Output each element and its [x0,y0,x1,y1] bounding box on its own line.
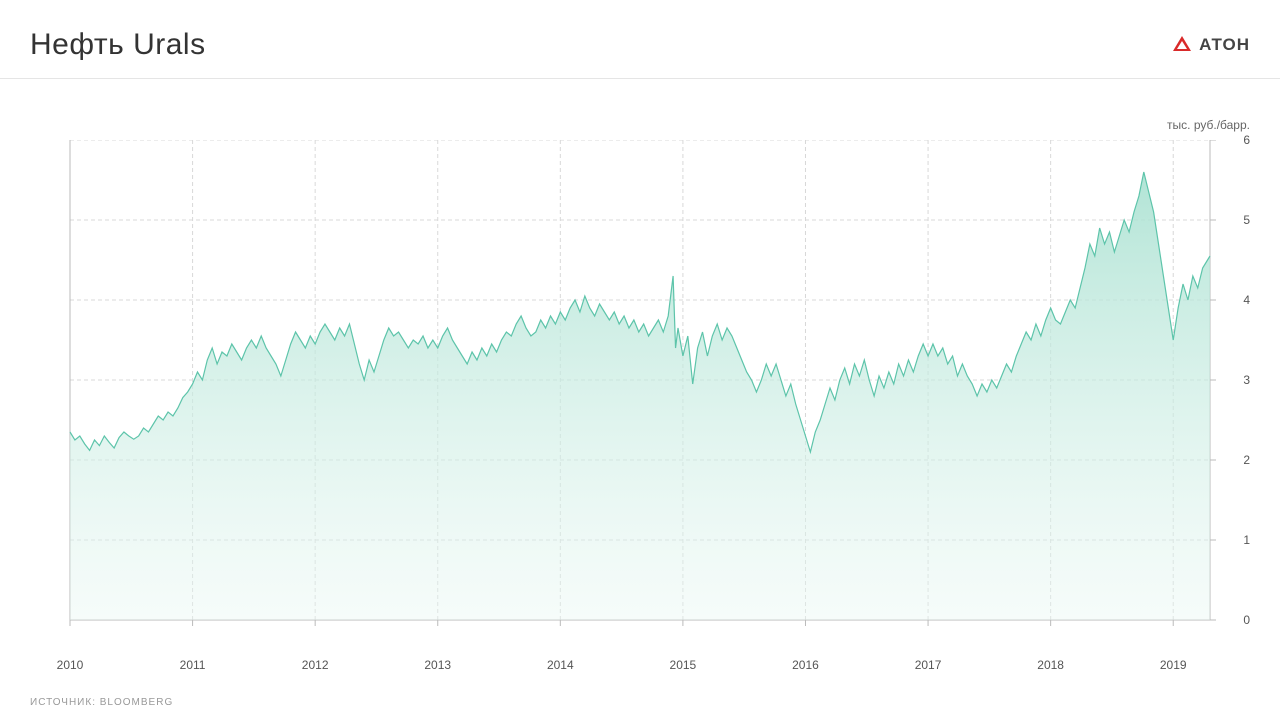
source-value: BLOOMBERG [100,697,173,708]
x-tick-label: 2015 [670,658,697,672]
x-tick-label: 2013 [424,658,451,672]
chart-area: 0123456201020112012201320142015201620172… [30,140,1230,650]
y-tick-label: 4 [1243,293,1250,307]
x-tick-label: 2017 [915,658,942,672]
chart-title: Нефть Urals [30,28,206,62]
x-tick-label: 2012 [302,658,329,672]
y-tick-label: 0 [1243,613,1250,627]
x-tick-label: 2019 [1160,658,1187,672]
x-tick-label: 2016 [792,658,819,672]
x-tick-label: 2011 [180,658,206,672]
chart-svg [30,140,1230,650]
y-axis-unit: тыс. руб./барр. [1167,118,1250,132]
y-tick-label: 3 [1243,373,1250,387]
y-tick-label: 5 [1243,213,1250,227]
brand-logo: АТОН [1171,34,1250,56]
chart-header: Нефть Urals АТОН [0,0,1280,79]
brand-logo-text: АТОН [1199,35,1250,55]
x-tick-label: 2018 [1037,658,1064,672]
y-tick-label: 2 [1243,453,1250,467]
x-tick-label: 2010 [57,658,84,672]
source-label: ИСТОЧНИК: [30,697,96,708]
brand-logo-icon [1171,34,1193,56]
y-tick-label: 1 [1243,533,1250,547]
y-tick-label: 6 [1243,133,1250,147]
x-tick-label: 2014 [547,658,574,672]
source-citation: ИСТОЧНИК: BLOOMBERG [30,697,173,708]
